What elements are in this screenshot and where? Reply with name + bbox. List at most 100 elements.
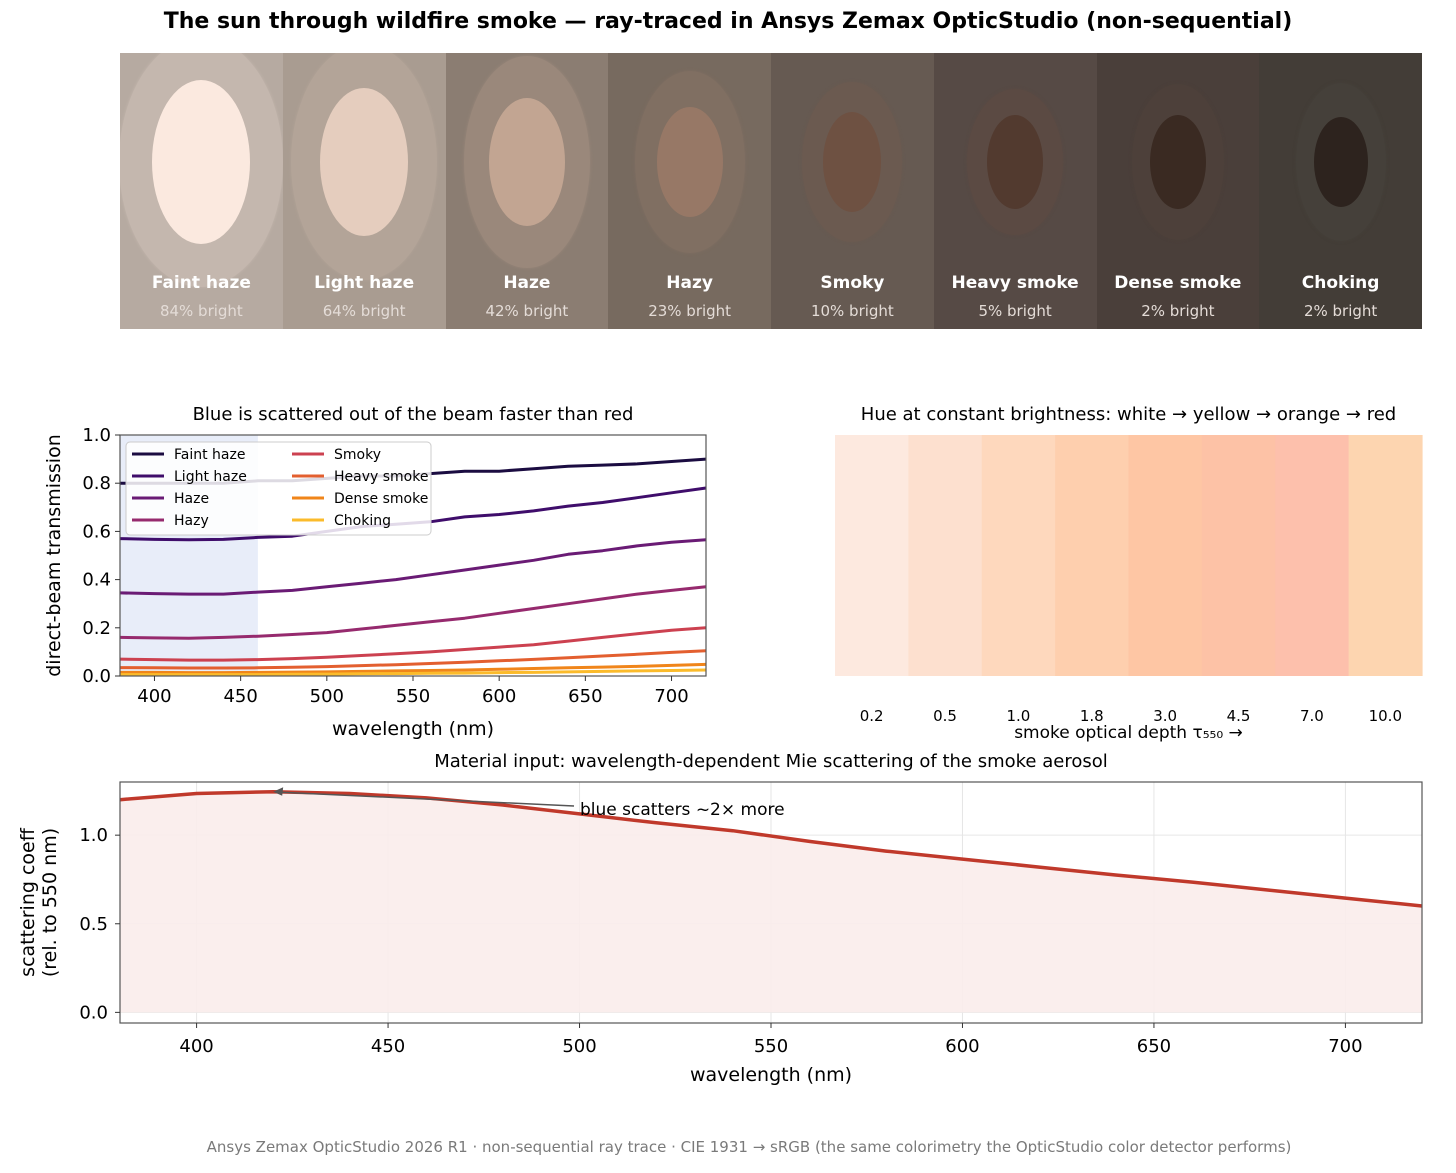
legend-label: Hazy [174, 513, 209, 529]
panel-brightness: 23% bright [648, 302, 732, 320]
transmission-chart-title: Blue is scattered out of the beam faster… [192, 404, 634, 425]
panel-label: Haze [503, 273, 551, 293]
x-tick-label: 700 [654, 686, 688, 707]
sun-panel: Heavy smoke 5% bright [933, 53, 1097, 329]
y-tick-label: 1.0 [79, 825, 108, 846]
series-line [119, 626, 707, 662]
panel-brightness: 84% bright [159, 302, 243, 320]
sun-disc [656, 107, 723, 217]
sun-disc [320, 88, 409, 236]
y-tick-label: 0.4 [82, 570, 111, 591]
x-axis-label: wavelength (nm) [690, 1064, 852, 1086]
legend-label: Smoky [334, 447, 381, 463]
panel-brightness: 42% bright [485, 302, 569, 320]
x-tick-label: 600 [482, 686, 516, 707]
legend-label: Faint haze [174, 447, 245, 463]
footer-caption: Ansys Zemax OpticStudio 2026 R1 · non-se… [206, 1138, 1292, 1156]
hue-tick-label: 1.0 [1007, 707, 1031, 725]
x-tick-label: 400 [179, 1036, 213, 1057]
y-tick-label: 0.0 [79, 1002, 108, 1023]
x-tick-label: 400 [137, 686, 171, 707]
sun-panel: Hazy 23% bright [608, 53, 771, 329]
mie-scattering-chart: 400 450 500 550 600 650 700 0.0 0.5 1.0 wavelength… [17, 781, 1423, 1086]
hue-tick-label: 3.0 [1153, 707, 1177, 725]
sun-panel: Haze 42% bright [445, 53, 609, 329]
panel-label: Faint haze [151, 273, 251, 293]
series-line [119, 538, 707, 596]
panel-label: Hazy [666, 273, 713, 293]
hue-tick-label: 10.0 [1369, 707, 1402, 725]
legend-label: Haze [174, 491, 209, 507]
series-line [119, 585, 707, 640]
hue-x-axis-label: smoke optical depth τ₅₅₀ → [1014, 723, 1243, 743]
x-tick-label: 650 [1137, 1036, 1171, 1057]
sun-panel-strip: Faint haze 84% bright Light haze 64% bright… [120, 53, 1422, 329]
panel-brightness: 5% bright [978, 302, 1052, 320]
hue-swatch [1201, 435, 1276, 676]
sun-disc [1313, 117, 1368, 207]
sun-panel: Smoky 10% bright [771, 53, 934, 329]
x-tick-label: 500 [310, 686, 344, 707]
hue-swatch [1055, 435, 1130, 676]
panel-label: Smoky [820, 273, 885, 293]
y-tick-label: 0.6 [82, 521, 111, 542]
hue-swatch [835, 435, 909, 676]
hue-tick-label: 0.2 [860, 707, 884, 725]
annotation-text: blue scatters ~2× more [580, 800, 785, 820]
x-tick-label: 700 [1328, 1036, 1362, 1057]
y-tick-label: 0.0 [82, 666, 111, 687]
legend-label: Dense smoke [334, 491, 428, 507]
x-tick-label: 500 [562, 1036, 596, 1057]
hue-chart: 0.2 0.5 1.0 1.8 3.0 4.5 7.0 10.0 smoke optical d… [835, 435, 1423, 743]
hue-tick-label: 7.0 [1300, 707, 1324, 725]
scattering-area-fill [120, 791, 1422, 1013]
sun-disc [823, 112, 882, 212]
legend-box [125, 441, 432, 536]
scattering-curve [119, 789, 1423, 908]
legend-label: Choking [334, 513, 391, 529]
legend-label: Light haze [174, 469, 247, 485]
legend-label: Heavy smoke [334, 469, 428, 485]
x-tick-label: 450 [223, 686, 257, 707]
mie-chart-title: Material input: wavelength-dependent Mie… [434, 751, 1108, 772]
annotation-arrowhead [273, 787, 284, 796]
panel-label: Choking [1301, 273, 1380, 293]
x-tick-label: 550 [396, 686, 430, 707]
hue-tick-label: 0.5 [933, 707, 957, 725]
sun-panel: Faint haze 84% bright [120, 53, 283, 329]
panel-brightness: 2% bright [1141, 302, 1215, 320]
y-axis-label-line2: (rel. to 550 nm) [39, 828, 61, 977]
y-tick-label: 1.0 [82, 425, 111, 446]
panel-brightness: 64% bright [322, 302, 406, 320]
sun-disc [1149, 115, 1206, 209]
sun-panel: Light haze 64% bright [282, 53, 446, 329]
x-tick-label: 450 [371, 1036, 405, 1057]
x-tick-label: 650 [568, 686, 602, 707]
y-tick-label: 0.8 [82, 473, 111, 494]
hue-swatch [981, 435, 1056, 676]
x-tick-label: 600 [945, 1036, 979, 1057]
y-axis-label: direct-beam transmission [43, 434, 65, 677]
sun-disc [152, 80, 251, 244]
y-tick-label: 0.2 [82, 618, 111, 639]
hue-swatch [1275, 435, 1350, 676]
hue-chart-title: Hue at constant brightness: white → yell… [860, 404, 1397, 425]
y-tick-label: 0.5 [79, 914, 108, 935]
main-title: The sun through wildfire smoke — ray-tra… [163, 9, 1293, 34]
sun-panel: Choking 2% bright [1259, 53, 1422, 329]
panel-label: Dense smoke [1114, 273, 1242, 293]
sun-disc [488, 98, 565, 226]
hue-tick-label: 4.5 [1227, 707, 1251, 725]
legend: Faint haze Light haze Haze Hazy Smoky Heavy s… [125, 441, 432, 536]
series-line [120, 662, 707, 675]
panel-label: Light haze [314, 273, 415, 293]
sun-disc [987, 115, 1044, 209]
transmission-chart: 400 450 500 550 600 650 700 0.0 0.2 0.4 0.6 0.8 1.0 w… [43, 425, 707, 740]
hue-tick-label: 1.8 [1080, 707, 1104, 725]
hue-swatch [908, 435, 983, 676]
panel-label: Heavy smoke [951, 273, 1079, 293]
y-axis-label-line1: scattering coeff [17, 827, 39, 977]
x-axis-label: wavelength (nm) [332, 718, 494, 740]
panel-brightness: 10% bright [810, 302, 894, 320]
series-line [120, 668, 707, 677]
